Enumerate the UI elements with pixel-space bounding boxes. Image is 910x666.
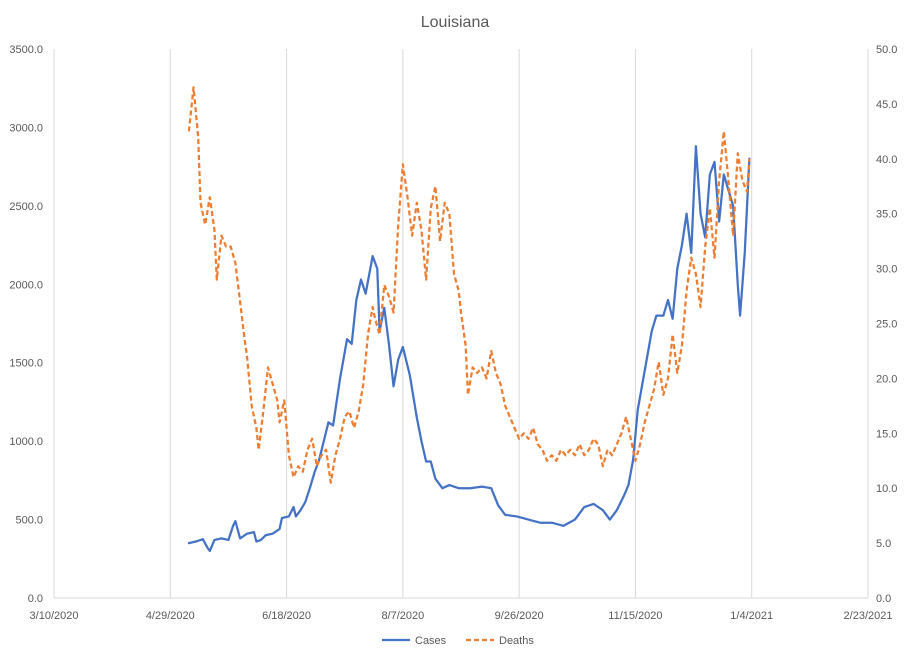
legend-deaths-label: Deaths	[499, 635, 534, 647]
left-y-tick-label: 1000.0	[9, 436, 43, 448]
legend: Cases Deaths	[382, 635, 534, 647]
left-y-tick-label: 3500.0	[9, 44, 43, 56]
series-line-cases	[187, 145, 751, 553]
x-tick-label: 2/23/2021	[844, 610, 893, 622]
chart-title: Louisiana	[421, 14, 490, 31]
series-line-deaths	[187, 86, 751, 484]
right-y-tick-label: 10.0	[876, 483, 897, 495]
right-y-tick-label: 20.0	[876, 373, 897, 385]
left-y-tick-label: 0.0	[28, 593, 43, 605]
x-tick-label: 3/10/2020	[30, 610, 79, 622]
x-tick-label: 11/15/2020	[608, 610, 662, 622]
x-tick-label: 8/7/2020	[381, 610, 424, 622]
right-y-tick-label: 0.0	[876, 593, 891, 605]
left-axis: 0.0 500.0 1000.0 1500.0 2000.0 2500.0 3000.0 35…	[9, 44, 43, 605]
right-y-tick-label: 50.0	[876, 44, 897, 56]
left-y-tick-label: 500.0	[15, 515, 43, 527]
right-y-tick-label: 45.0	[876, 99, 897, 111]
right-axis: 0.0 5.0 10.0 15.0 20.0 25.0 30.0 35.0 40.0 45.0 50…	[876, 44, 897, 605]
right-y-tick-label: 15.0	[876, 428, 897, 440]
x-tick-label: 1/4/2021	[730, 610, 773, 622]
x-axis: 3/10/2020 4/29/2020 6/18/2020 8/7/2020 9/26/…	[30, 597, 893, 622]
right-y-tick-label: 35.0	[876, 209, 897, 221]
legend-cases-label: Cases	[415, 635, 447, 647]
right-y-tick-label: 40.0	[876, 154, 897, 166]
left-y-tick-label: 3000.0	[9, 122, 43, 134]
right-y-tick-label: 5.0	[876, 538, 891, 550]
right-y-tick-label: 30.0	[876, 264, 897, 276]
gridlines	[53, 49, 869, 598]
right-y-tick-label: 25.0	[876, 319, 897, 331]
left-y-tick-label: 1500.0	[9, 358, 43, 370]
x-tick-label: 4/29/2020	[146, 610, 195, 622]
plot-area	[187, 86, 751, 553]
left-y-tick-label: 2000.0	[9, 279, 43, 291]
left-y-tick-label: 2500.0	[9, 201, 43, 213]
x-tick-label: 9/26/2020	[495, 610, 544, 622]
x-tick-label: 6/18/2020	[262, 610, 311, 622]
